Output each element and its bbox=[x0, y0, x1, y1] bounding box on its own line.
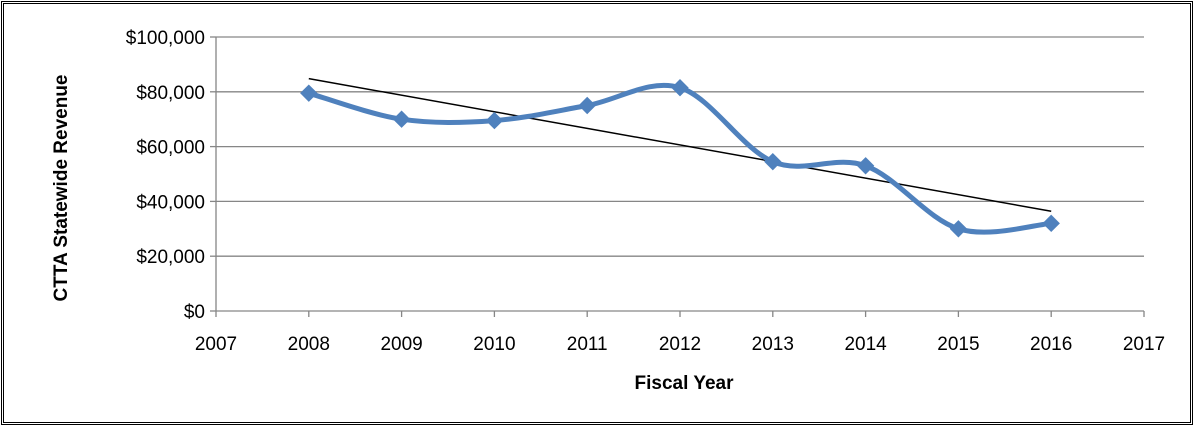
axes bbox=[210, 36, 1145, 317]
y-tick-label: $40,000 bbox=[136, 192, 205, 213]
x-axis-title: Fiscal Year bbox=[635, 373, 735, 394]
x-tick-label: 2015 bbox=[937, 334, 979, 355]
trendline bbox=[308, 77, 1052, 213]
data-point-2011 bbox=[578, 96, 596, 115]
data-point-2012 bbox=[671, 78, 689, 97]
y-tick-label: $60,000 bbox=[136, 138, 205, 159]
series-layer bbox=[306, 82, 1054, 235]
data-point-2013 bbox=[764, 152, 782, 171]
tick-labels: $0 $20,000 $40,000 $60,000 $80,000 $100,000 20… bbox=[126, 28, 1165, 355]
x-tick-label: 2012 bbox=[659, 334, 701, 355]
x-tick-label: 2017 bbox=[1123, 334, 1165, 355]
series-line-0 bbox=[306, 82, 1054, 235]
x-tick-label: 2014 bbox=[844, 334, 887, 355]
x-tick-label: 2016 bbox=[1030, 334, 1072, 355]
y-tick-label: $20,000 bbox=[136, 247, 205, 268]
gridlines bbox=[216, 36, 1144, 257]
x-tick-label: 2007 bbox=[195, 334, 237, 355]
trendline-layer bbox=[308, 77, 1052, 213]
data-point-2016 bbox=[1042, 214, 1060, 233]
data-point-2009 bbox=[392, 110, 411, 128]
y-tick-label: $100,000 bbox=[126, 28, 205, 49]
y-axis-title: CTTA Statewide Revenue bbox=[51, 75, 72, 302]
x-tick-label: 2008 bbox=[288, 334, 330, 355]
y-tick-label: $0 bbox=[184, 302, 205, 323]
line-chart: $0 $20,000 $40,000 $60,000 $80,000 $100,000 20… bbox=[51, 28, 1165, 394]
x-tick-label: 2009 bbox=[380, 334, 422, 355]
x-tick-label: 2010 bbox=[473, 334, 515, 355]
x-tick-label: 2011 bbox=[567, 334, 608, 355]
data-point-2010 bbox=[485, 111, 504, 130]
data-point-2015 bbox=[949, 220, 968, 238]
x-tick-label: 2013 bbox=[752, 334, 794, 355]
y-tick-label: $80,000 bbox=[136, 83, 205, 104]
marker-layer bbox=[300, 78, 1060, 238]
data-point-2014 bbox=[856, 157, 875, 175]
data-point-2008 bbox=[300, 84, 318, 102]
chart-frame: $0 $20,000 $40,000 $60,000 $80,000 $100,000 20… bbox=[3, 3, 1191, 423]
